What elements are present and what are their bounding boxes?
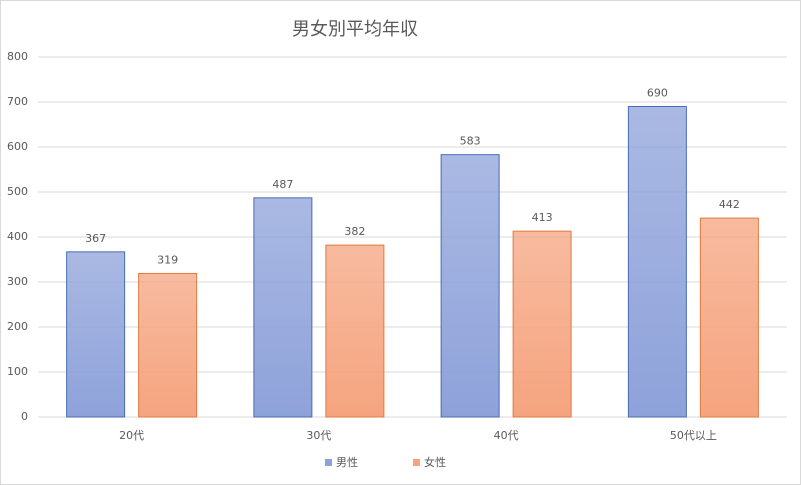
bar — [138, 272, 198, 418]
y-tick-label: 500 — [7, 185, 28, 198]
chart-title: 男女別平均年収 — [292, 19, 418, 40]
y-tick-label: 600 — [7, 140, 28, 153]
y-tick-label: 100 — [7, 365, 28, 378]
legend-swatch — [325, 459, 332, 466]
x-tick-label: 40代 — [494, 429, 519, 442]
value-label: 583 — [460, 135, 481, 148]
bar — [440, 154, 500, 418]
x-tick-label: 20代 — [119, 429, 144, 442]
legend-swatch — [413, 459, 420, 466]
bar — [253, 197, 313, 418]
value-label: 690 — [647, 87, 668, 100]
y-tick-label: 400 — [7, 230, 28, 243]
value-label: 413 — [532, 211, 553, 224]
legend-label: 女性 — [424, 455, 446, 469]
x-tick-label: 30代 — [306, 429, 331, 442]
bar — [699, 217, 759, 418]
y-tick-label: 700 — [7, 95, 28, 108]
y-tick-label: 800 — [7, 50, 28, 63]
value-label: 319 — [157, 253, 178, 266]
bar — [627, 106, 687, 418]
bar — [512, 230, 572, 418]
bar — [66, 251, 126, 418]
y-tick-label: 300 — [7, 275, 28, 288]
value-label: 382 — [344, 225, 365, 238]
x-tick-label: 50代以上 — [670, 429, 717, 442]
value-label: 367 — [85, 232, 106, 245]
legend-label: 男性 — [336, 455, 358, 469]
y-tick-label: 200 — [7, 320, 28, 333]
y-tick-label: 0 — [21, 410, 28, 423]
bar — [325, 244, 385, 418]
value-label: 442 — [719, 198, 740, 211]
value-label: 487 — [272, 178, 293, 191]
